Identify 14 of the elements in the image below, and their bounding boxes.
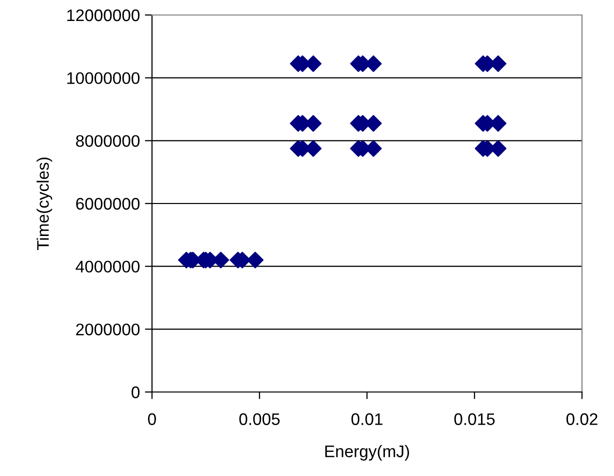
x-tick-label: 0.015 xyxy=(454,413,495,426)
y-tick-label: 0 xyxy=(132,386,140,398)
y-axis-title: Time(cycles) xyxy=(36,158,52,250)
y-tick-label: 8000000 xyxy=(76,135,140,147)
x-tick-label: 0.02 xyxy=(566,413,598,426)
x-tick-label: 0 xyxy=(148,413,156,426)
y-tick-label: 2000000 xyxy=(76,324,140,336)
x-axis-title: Energy(mJ) xyxy=(325,445,410,461)
x-tick-label: 0.005 xyxy=(239,413,280,426)
x-tick-label: 0.01 xyxy=(351,413,382,426)
y-tick-label: 4000000 xyxy=(76,260,140,273)
y-tick-label: 10000000 xyxy=(67,72,140,84)
y-tick-label: 6000000 xyxy=(76,198,140,210)
y-tick-label: 12000000 xyxy=(67,9,140,22)
